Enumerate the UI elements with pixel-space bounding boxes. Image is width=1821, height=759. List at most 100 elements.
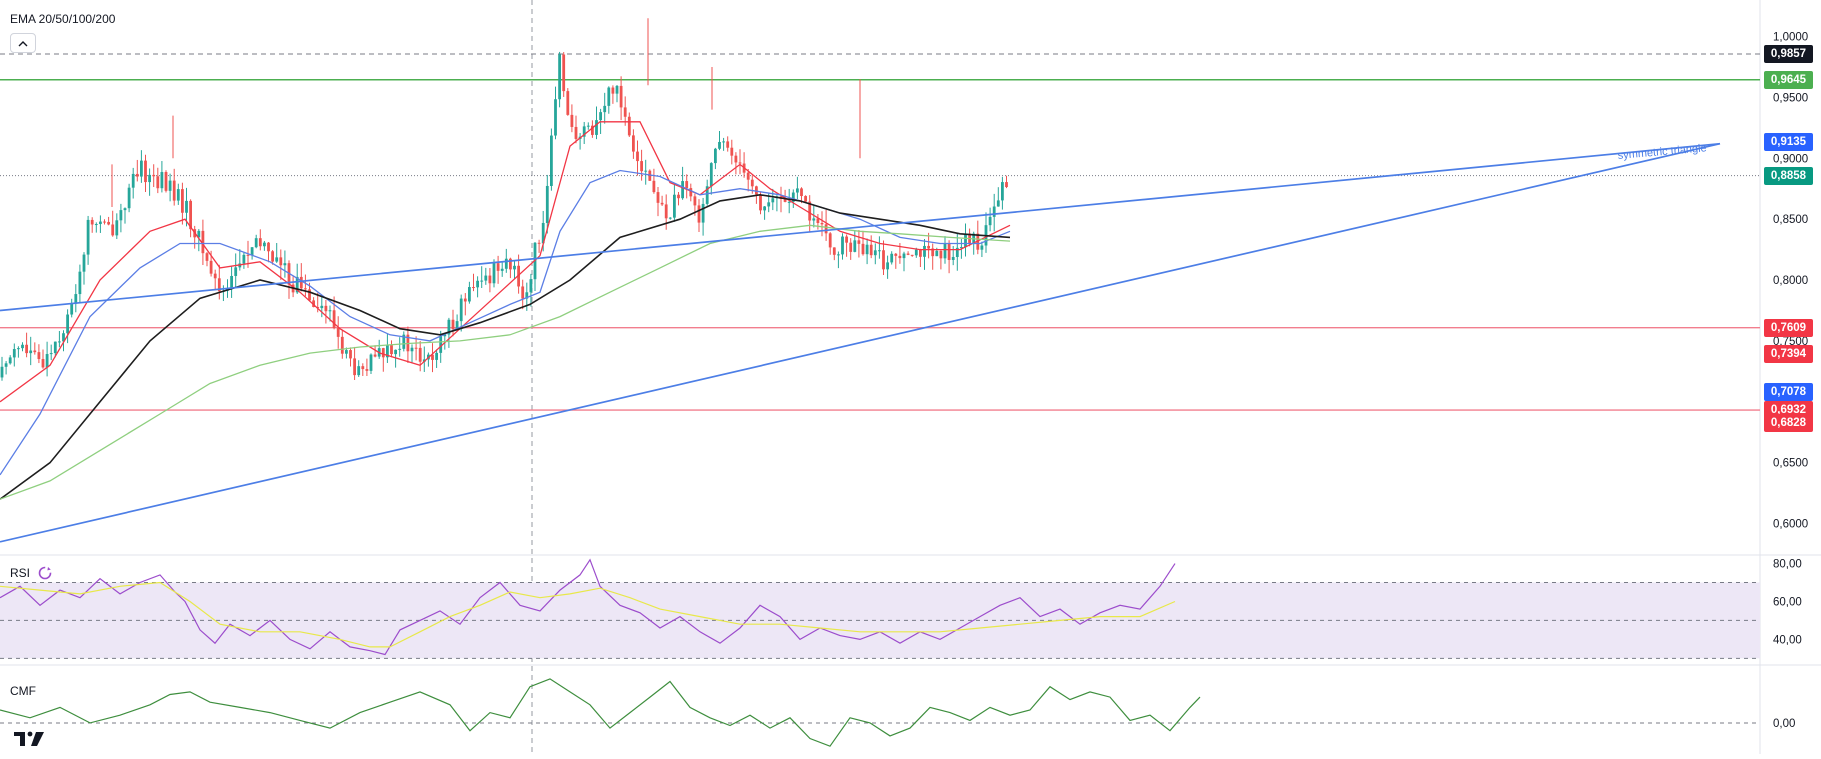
- candle-up: [119, 210, 123, 221]
- candle-down: [521, 286, 525, 299]
- candle-down: [869, 244, 873, 256]
- candle-down: [152, 174, 156, 177]
- candle-up: [878, 250, 881, 252]
- candle-up: [796, 188, 799, 193]
- candle-down: [697, 205, 701, 223]
- candle-down: [726, 141, 730, 148]
- candle-up: [787, 201, 791, 203]
- candle-down: [189, 200, 192, 230]
- tradingview-logo[interactable]: [14, 730, 46, 748]
- candle-down: [451, 319, 455, 330]
- candle-up: [131, 173, 135, 188]
- candle-down: [25, 344, 28, 354]
- candle-up: [160, 172, 164, 189]
- candle-down: [824, 224, 828, 234]
- candle-up: [709, 163, 713, 187]
- candle-up: [115, 220, 119, 236]
- candle-up: [99, 221, 102, 225]
- candle-up: [250, 247, 254, 256]
- price-axis[interactable]: 1,00000,95000,90000,85000,80000,75000,65…: [1773, 32, 1808, 730]
- price-tick: 0,9000: [1773, 153, 1808, 165]
- price-label: 0,9645: [1764, 70, 1813, 89]
- candle-up: [443, 334, 447, 337]
- candle-up: [459, 298, 463, 322]
- horizontal-lines-layer: [0, 53, 1760, 411]
- candle-down: [627, 116, 631, 136]
- candle-up: [714, 148, 717, 164]
- candle-up: [865, 244, 869, 255]
- candle-up: [74, 294, 78, 304]
- candle-down: [906, 253, 910, 255]
- ema50-line: [0, 169, 1011, 476]
- candle-up: [455, 321, 459, 330]
- candle-down: [931, 248, 935, 257]
- candle-up: [394, 349, 397, 355]
- candle-down: [591, 125, 594, 135]
- candle-up: [386, 345, 389, 358]
- candle-up: [914, 249, 918, 256]
- candle-down: [181, 189, 184, 213]
- candle-down: [816, 218, 820, 224]
- candle-down: [418, 347, 422, 362]
- candle-up: [58, 341, 61, 343]
- candle-up: [615, 85, 619, 94]
- candle-down: [365, 369, 369, 371]
- price-tick: 1,0000: [1773, 32, 1808, 44]
- candle-up: [681, 181, 684, 199]
- ema-layer: [0, 121, 1011, 500]
- candle-down: [431, 354, 434, 360]
- candle-up: [123, 208, 127, 211]
- candle-down: [267, 242, 270, 252]
- trendlines-layer: [0, 142, 1721, 543]
- candle-down: [611, 87, 615, 94]
- candle-down: [324, 305, 328, 312]
- candle-down: [353, 358, 356, 376]
- candle-up: [0, 366, 4, 378]
- candle-down: [390, 345, 393, 355]
- triangle-annotation: symmetric triangle: [1617, 142, 1707, 162]
- candle-down: [164, 172, 168, 191]
- candle-down: [882, 250, 885, 270]
- candle-up: [586, 125, 590, 127]
- candle-down: [308, 289, 311, 301]
- candle-up: [283, 263, 287, 266]
- candle-up: [320, 305, 324, 309]
- candle-down: [107, 221, 110, 225]
- candle-up: [484, 275, 488, 281]
- price-tick: 0,8000: [1773, 275, 1808, 287]
- candle-up: [955, 247, 959, 257]
- candle-down: [509, 258, 512, 270]
- candle-up: [996, 200, 1000, 207]
- cmf-line: [0, 678, 1201, 747]
- candle-up: [513, 265, 516, 270]
- candle-down: [861, 243, 865, 255]
- candle-up: [853, 240, 857, 252]
- candle-down: [156, 176, 160, 189]
- price-label: 0,6828: [1764, 413, 1813, 432]
- candle-up: [541, 222, 545, 244]
- candle-up: [45, 354, 49, 368]
- candle-down: [332, 310, 336, 329]
- price-label: 0,9135: [1764, 132, 1813, 151]
- candle-down: [664, 204, 668, 219]
- candle-up: [476, 280, 479, 288]
- candle-down: [783, 198, 787, 202]
- price-label: 0,7609: [1764, 318, 1813, 337]
- candle-up: [607, 87, 611, 106]
- price-label: 0,9857: [1764, 44, 1813, 63]
- candle-down: [414, 347, 418, 349]
- collapse-button[interactable]: [10, 33, 36, 53]
- refresh-icon[interactable]: [37, 565, 53, 581]
- candle-down: [37, 352, 41, 360]
- candle-down: [271, 251, 274, 262]
- candle-up: [582, 126, 586, 137]
- price-label: 0,7394: [1764, 344, 1813, 363]
- candle-up: [148, 174, 151, 183]
- candle-down: [172, 180, 176, 201]
- candle-up: [504, 258, 508, 269]
- candle-down: [1005, 182, 1008, 188]
- candle-up: [668, 217, 672, 219]
- candle-up: [603, 105, 607, 113]
